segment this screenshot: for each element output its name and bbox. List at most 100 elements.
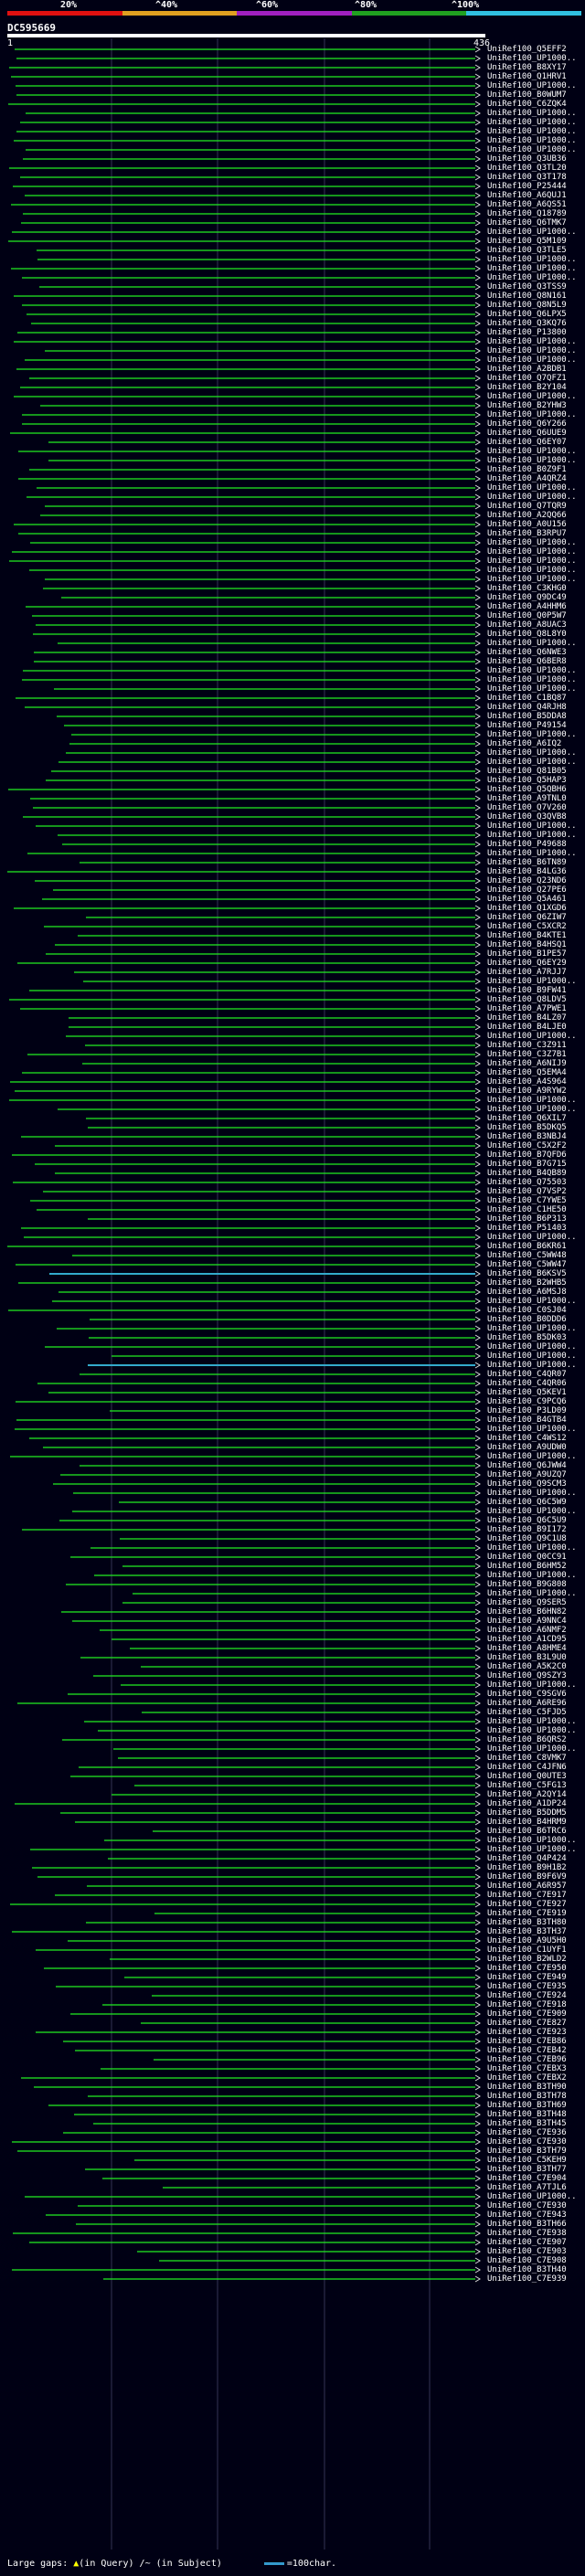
hit-label[interactable]: UniRef100_A6QUJ1 bbox=[487, 191, 567, 200]
hit-label[interactable]: UniRef100_UP1000.. bbox=[487, 1342, 577, 1352]
hit-label[interactable]: UniRef100_UP1000.. bbox=[487, 1845, 577, 1854]
hit-label[interactable]: UniRef100_A7RJJ7 bbox=[487, 968, 567, 977]
hit-label[interactable]: UniRef100_Q7QFZ1 bbox=[487, 374, 567, 383]
hit-label[interactable]: UniRef100_B6P313 bbox=[487, 1214, 567, 1224]
hit-label[interactable]: UniRef100_Q9DC49 bbox=[487, 593, 567, 602]
hit-label[interactable]: UniRef100_Q6C5W9 bbox=[487, 1498, 567, 1507]
hit-label[interactable]: UniRef100_A9UDW0 bbox=[487, 1443, 567, 1452]
hit-label[interactable]: UniRef100_C6ZQK4 bbox=[487, 100, 567, 109]
hit-label[interactable]: UniRef100_A9UZQ7 bbox=[487, 1470, 567, 1479]
hit-label[interactable]: UniRef100_B5DDM5 bbox=[487, 1808, 567, 1818]
hit-label[interactable]: UniRef100_UP1000.. bbox=[487, 81, 577, 90]
hit-label[interactable]: UniRef100_UP1000.. bbox=[487, 1489, 577, 1498]
hit-label[interactable]: UniRef100_Q6Y266 bbox=[487, 419, 567, 429]
hit-label[interactable]: UniRef100_B2YHW3 bbox=[487, 401, 567, 410]
hit-label[interactable]: UniRef100_Q4RJH8 bbox=[487, 703, 567, 712]
hit-label[interactable]: UniRef100_C7EB96 bbox=[487, 2055, 567, 2064]
hit-label[interactable]: UniRef100_UP1000.. bbox=[487, 1836, 577, 1845]
hit-label[interactable]: UniRef100_A6NMF2 bbox=[487, 1626, 567, 1635]
hit-label[interactable]: UniRef100_UP1000.. bbox=[487, 392, 577, 401]
hit-label[interactable]: UniRef100_Q18789 bbox=[487, 209, 567, 218]
hit-label[interactable]: UniRef100_Q1HRV1 bbox=[487, 72, 567, 81]
hit-label[interactable]: UniRef100_Q0CC91 bbox=[487, 1553, 567, 1562]
hit-label[interactable]: UniRef100_C5FJD5 bbox=[487, 1708, 567, 1717]
hit-label[interactable]: UniRef100_B0DDD6 bbox=[487, 1315, 567, 1324]
hit-label[interactable]: UniRef100_B4HRM9 bbox=[487, 1818, 567, 1827]
hit-label[interactable]: UniRef100_B6QRS2 bbox=[487, 1735, 567, 1744]
hit-label[interactable]: UniRef100_C3KHG0 bbox=[487, 584, 567, 593]
hit-label[interactable]: UniRef100_UP1000.. bbox=[487, 575, 577, 584]
hit-label[interactable]: UniRef100_UP1000.. bbox=[487, 447, 577, 456]
hit-label[interactable]: UniRef100_UP1000.. bbox=[487, 639, 577, 648]
hit-label[interactable]: UniRef100_B9F6V9 bbox=[487, 1872, 567, 1882]
hit-label[interactable]: UniRef100_B4HSQ1 bbox=[487, 940, 567, 949]
hit-label[interactable]: UniRef100_UP1000.. bbox=[487, 1452, 577, 1461]
hit-label[interactable]: UniRef100_C3Z911 bbox=[487, 1041, 567, 1050]
hit-label[interactable]: UniRef100_Q3TL20 bbox=[487, 164, 567, 173]
hit-label[interactable]: UniRef100_Q5KEV1 bbox=[487, 1388, 567, 1397]
hit-label[interactable]: UniRef100_Q1XGD6 bbox=[487, 904, 567, 913]
hit-label[interactable]: UniRef100_Q7VSP2 bbox=[487, 1187, 567, 1196]
hit-label[interactable]: UniRef100_B2WHB5 bbox=[487, 1278, 567, 1288]
hit-label[interactable]: UniRef100_Q9SCM3 bbox=[487, 1479, 567, 1489]
hit-label[interactable]: UniRef100_C7E930 bbox=[487, 2201, 567, 2210]
hit-label[interactable]: UniRef100_UP1000.. bbox=[487, 145, 577, 154]
hit-label[interactable]: UniRef100_Q5M109 bbox=[487, 237, 567, 246]
hit-label[interactable]: UniRef100_UP1000.. bbox=[487, 1233, 577, 1242]
hit-label[interactable]: UniRef100_A5K2C0 bbox=[487, 1662, 567, 1671]
hit-label[interactable]: UniRef100_C5KEH9 bbox=[487, 2156, 567, 2165]
hit-label[interactable]: UniRef100_B5DDA8 bbox=[487, 712, 567, 721]
hit-label[interactable]: UniRef100_Q23ND6 bbox=[487, 876, 567, 885]
hit-label[interactable]: UniRef100_UP1000.. bbox=[487, 666, 577, 675]
hit-label[interactable]: UniRef100_A4S964 bbox=[487, 1077, 567, 1087]
hit-label[interactable]: UniRef100_P49154 bbox=[487, 721, 567, 730]
hit-label[interactable]: UniRef100_C5XCR2 bbox=[487, 922, 567, 931]
hit-label[interactable]: UniRef100_P13800 bbox=[487, 328, 567, 337]
hit-label[interactable]: UniRef100_UP1000.. bbox=[487, 748, 577, 758]
hit-label[interactable]: UniRef100_Q5A461 bbox=[487, 895, 567, 904]
hit-label[interactable]: UniRef100_UP1000.. bbox=[487, 1543, 577, 1553]
hit-label[interactable]: UniRef100_Q6ZIW7 bbox=[487, 913, 567, 922]
hit-label[interactable]: UniRef100_C5WW48 bbox=[487, 1251, 567, 1260]
hit-label[interactable]: UniRef100_UP1000.. bbox=[487, 410, 577, 419]
hit-label[interactable]: UniRef100_A9U5H0 bbox=[487, 1936, 567, 1945]
hit-label[interactable]: UniRef100_Q0P5W7 bbox=[487, 611, 567, 620]
hit-label[interactable]: UniRef100_B8XY17 bbox=[487, 63, 567, 72]
hit-label[interactable]: UniRef100_C7E936 bbox=[487, 2128, 567, 2137]
hit-label[interactable]: UniRef100_C7E917 bbox=[487, 1891, 567, 1900]
hit-label[interactable]: UniRef100_A9NNC4 bbox=[487, 1617, 567, 1626]
hit-label[interactable]: UniRef100_UP1000.. bbox=[487, 1032, 577, 1041]
hit-label[interactable]: UniRef100_Q5QBH6 bbox=[487, 785, 567, 794]
hit-label[interactable]: UniRef100_C0SJ04 bbox=[487, 1306, 567, 1315]
hit-label[interactable]: UniRef100_P51403 bbox=[487, 1224, 567, 1233]
hit-label[interactable]: UniRef100_A8HME4 bbox=[487, 1644, 567, 1653]
hit-label[interactable]: UniRef100_B1PE57 bbox=[487, 949, 567, 959]
hit-label[interactable]: UniRef100_C7E938 bbox=[487, 2229, 567, 2238]
hit-label[interactable]: UniRef100_B4LZ07 bbox=[487, 1013, 567, 1023]
hit-label[interactable]: UniRef100_UP1000.. bbox=[487, 1096, 577, 1105]
hit-label[interactable]: UniRef100_A2QQ66 bbox=[487, 511, 567, 520]
hit-label[interactable]: UniRef100_Q6TMK7 bbox=[487, 218, 567, 228]
hit-label[interactable]: UniRef100_Q6EY29 bbox=[487, 959, 567, 968]
hit-label[interactable]: UniRef100_B7G715 bbox=[487, 1160, 567, 1169]
hit-label[interactable]: UniRef100_UP1000.. bbox=[487, 255, 577, 264]
hit-label[interactable]: UniRef100_UP1000.. bbox=[487, 1324, 577, 1333]
hit-label[interactable]: UniRef100_Q6JWW4 bbox=[487, 1461, 567, 1470]
hit-label[interactable]: UniRef100_B3L9U0 bbox=[487, 1653, 567, 1662]
hit-label[interactable]: UniRef100_B0WUM7 bbox=[487, 90, 567, 100]
hit-label[interactable]: UniRef100_Q8N161 bbox=[487, 292, 567, 301]
hit-label[interactable]: UniRef100_B5DKQ5 bbox=[487, 1123, 567, 1132]
hit-label[interactable]: UniRef100_C7E904 bbox=[487, 2174, 567, 2183]
hit-label[interactable]: UniRef100_C4QR07 bbox=[487, 1370, 567, 1379]
hit-label[interactable]: UniRef100_UP1000.. bbox=[487, 849, 577, 858]
hit-label[interactable]: UniRef100_UP1000.. bbox=[487, 1507, 577, 1516]
hit-label[interactable]: UniRef100_Q3KQ76 bbox=[487, 319, 567, 328]
hit-label[interactable]: UniRef100_B9H1B2 bbox=[487, 1863, 567, 1872]
hit-label[interactable]: UniRef100_C7E907 bbox=[487, 2238, 567, 2247]
hit-label[interactable]: UniRef100_B3TH79 bbox=[487, 2147, 567, 2156]
hit-label[interactable]: UniRef100_Q6C5U9 bbox=[487, 1516, 567, 1525]
hit-label[interactable]: UniRef100_Q6EY07 bbox=[487, 438, 567, 447]
hit-label[interactable]: UniRef100_Q3QVB8 bbox=[487, 812, 567, 822]
hit-label[interactable]: UniRef100_UP1000.. bbox=[487, 684, 577, 694]
hit-label[interactable]: UniRef100_UP1000.. bbox=[487, 1425, 577, 1434]
